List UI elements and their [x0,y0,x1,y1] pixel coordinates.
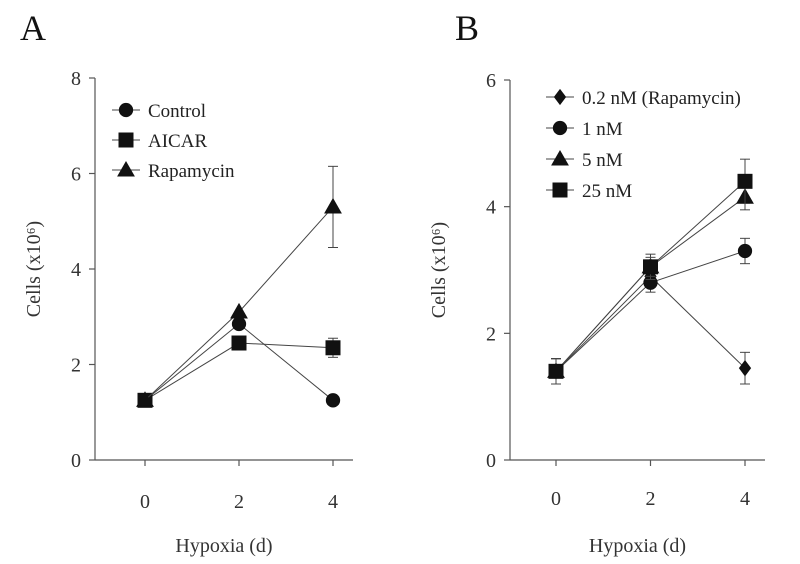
y-axis-label: Cells (x10⁶) [23,221,45,317]
data-point [643,259,658,275]
x-tick-label: 4 [328,491,338,513]
data-point [325,393,341,408]
series-circle [137,316,341,408]
legend-label: 25 nM [582,181,632,202]
legend-marker [551,149,569,166]
data-point [324,197,342,214]
y-tick-label: 4 [71,259,81,281]
series-line [144,323,334,401]
series-triangle [136,165,342,407]
legend-marker [117,160,135,177]
data-point [231,316,247,332]
chart-panel-A: A 0 2 4 6 8 0 2 4 Hypoxia (d) Cells (x10⁶) Control A… [20,8,353,557]
x-tick-label: 0 [140,491,150,513]
series-line [144,342,334,401]
y-tick-label: 2 [71,355,81,377]
panel-letter: B [455,8,479,48]
data-point [737,243,753,259]
data-point [230,302,248,319]
legend-marker [118,102,134,118]
y-tick-label: 0 [486,450,496,472]
x-axis-label: Hypoxia (d) [589,535,686,557]
legend-label: Control [148,101,206,122]
y-tick-label: 0 [71,450,81,472]
series-square [137,335,341,408]
legend-label: 5 nM [582,150,623,171]
x-tick-label: 2 [234,491,244,513]
legend-label: Rapamycin [148,161,235,182]
legend-marker [118,132,134,148]
x-tick-label: 2 [646,488,656,510]
data-point [737,173,753,189]
legend-marker [552,182,568,198]
legend-marker [553,88,567,106]
y-tick-label: 2 [486,323,496,345]
legend-label: 1 nM [582,119,623,140]
x-tick-label: 4 [740,488,750,510]
chart-panel-B: B 0 2 4 6 0 2 4 Hypoxia (d) Cells (x10⁶) 0.2 nM (R… [428,8,765,557]
x-tick-label: 0 [551,488,561,510]
legend-label: AICAR [148,131,207,152]
panel-letter: A [20,8,46,48]
y-tick-label: 6 [486,70,496,92]
data-point [325,340,341,356]
data-point [738,359,752,377]
legend-label: 0.2 nM (Rapamycin) [582,88,741,109]
data-point [231,335,247,351]
y-tick-label: 6 [71,164,81,186]
legend-marker [552,120,568,136]
y-tick-label: 8 [71,68,81,90]
y-tick-label: 4 [486,197,496,219]
data-point [136,391,154,407]
y-axis-label: Cells (x10⁶) [428,222,450,318]
x-axis-label: Hypoxia (d) [175,535,272,557]
data-point [548,363,564,379]
series-square [548,158,753,385]
